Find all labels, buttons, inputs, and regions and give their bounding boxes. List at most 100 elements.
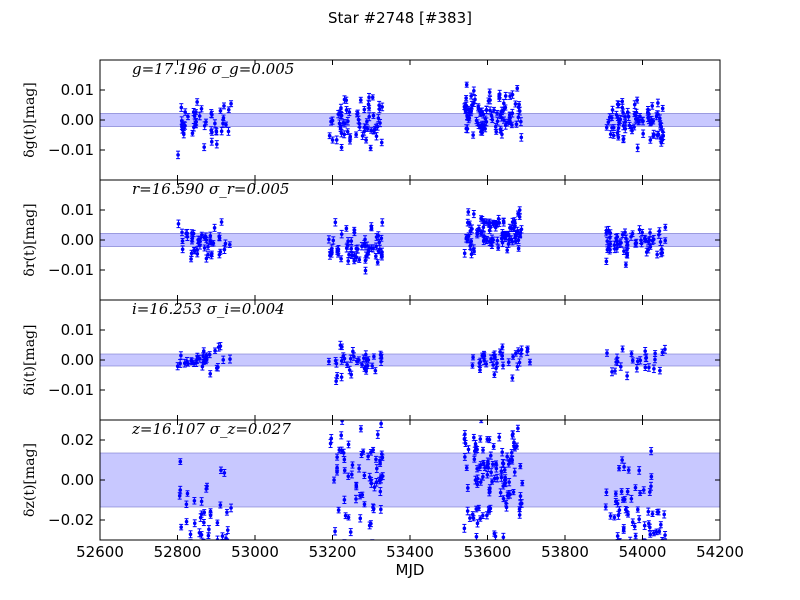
point-marker (481, 513, 485, 518)
point-marker (508, 94, 512, 98)
data-point (209, 126, 214, 135)
data-point (333, 357, 338, 365)
data-point (500, 447, 505, 457)
data-point (621, 135, 626, 143)
point-marker (204, 353, 209, 358)
point-marker (375, 466, 379, 471)
point-marker (629, 235, 633, 239)
data-point (635, 357, 640, 366)
point-marker (194, 110, 198, 114)
point-marker (367, 106, 371, 111)
data-point (342, 495, 347, 504)
point-marker (365, 363, 370, 368)
y-axis-label: δi(t)[mag] (22, 325, 38, 396)
point-marker (647, 521, 651, 526)
data-point (346, 472, 351, 480)
point-marker (471, 133, 475, 137)
point-marker (481, 225, 486, 230)
data-point (620, 231, 625, 238)
data-point (202, 234, 207, 241)
point-marker (617, 508, 622, 512)
data-point (479, 107, 484, 117)
data-point (625, 241, 630, 248)
data-point (476, 224, 481, 232)
data-point (373, 367, 378, 375)
data-point (379, 354, 384, 362)
data-point (509, 455, 514, 463)
data-point (503, 231, 508, 241)
point-marker (364, 352, 368, 357)
data-point (623, 505, 628, 514)
point-marker (663, 347, 667, 352)
data-point (212, 223, 217, 232)
data-point (635, 96, 640, 104)
point-marker (474, 534, 479, 539)
point-marker (654, 530, 659, 534)
data-point (337, 410, 341, 417)
point-marker (350, 463, 355, 467)
point-marker (218, 249, 223, 254)
point-marker (476, 106, 481, 111)
point-marker (367, 114, 371, 119)
point-marker (336, 247, 341, 252)
point-marker (663, 225, 668, 230)
data-point (184, 500, 189, 509)
point-marker (619, 489, 624, 494)
point-marker (341, 121, 346, 125)
data-point (498, 488, 503, 497)
data-point (179, 523, 184, 531)
data-point (214, 140, 219, 149)
data-point (202, 143, 207, 152)
data-point (346, 440, 351, 449)
data-point (478, 357, 483, 366)
point-marker (512, 470, 517, 474)
data-point (472, 455, 477, 463)
point-marker (225, 528, 230, 532)
point-marker (472, 457, 477, 462)
point-marker (467, 111, 472, 115)
point-marker (659, 247, 664, 251)
point-marker (621, 136, 626, 141)
point-marker (193, 122, 198, 127)
data-point (485, 471, 490, 479)
data-point (345, 242, 350, 250)
point-marker (352, 231, 357, 235)
point-marker (647, 365, 651, 370)
point-marker (339, 131, 344, 136)
data-point (362, 105, 367, 114)
data-point (603, 503, 608, 511)
data-point (497, 218, 502, 227)
data-point (478, 478, 483, 486)
data-point (613, 498, 618, 506)
point-marker (505, 454, 509, 459)
data-point (204, 237, 209, 244)
data-point (182, 358, 187, 368)
point-marker (472, 435, 476, 440)
data-point (195, 98, 200, 106)
point-marker (498, 408, 502, 412)
data-point (379, 420, 384, 428)
point-marker (181, 127, 186, 131)
point-marker (628, 538, 632, 540)
data-point (195, 250, 200, 258)
point-marker (462, 526, 467, 531)
point-marker (364, 369, 368, 374)
data-point (620, 456, 625, 464)
point-marker (633, 117, 638, 121)
point-marker (186, 114, 190, 119)
point-marker (189, 257, 193, 261)
point-marker (340, 420, 344, 423)
point-marker (658, 240, 663, 244)
data-point (197, 111, 202, 121)
point-marker (192, 498, 197, 503)
data-point (220, 532, 225, 540)
point-marker (647, 118, 651, 123)
point-marker (637, 227, 642, 232)
point-marker (475, 232, 480, 237)
point-marker (648, 244, 653, 249)
point-marker (184, 519, 189, 524)
data-point (351, 420, 356, 421)
data-point (645, 108, 650, 116)
data-point (202, 121, 207, 131)
point-marker (653, 351, 657, 356)
